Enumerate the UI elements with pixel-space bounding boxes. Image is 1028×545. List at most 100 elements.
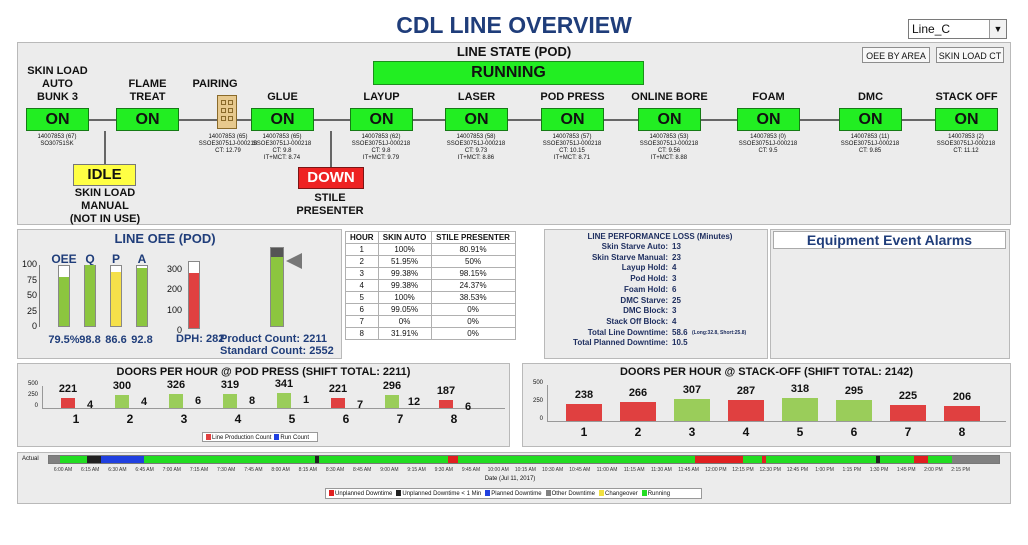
timeline-time: 7:00 AM [162,467,181,473]
oee-y-axis [39,265,40,327]
timeline-time: 9:30 AM [434,467,453,473]
table-cell: 100% [377,243,432,256]
chart-bar [331,398,345,408]
timeline-bar[interactable] [48,455,1000,464]
chart-bar-label: 300 [112,379,132,392]
timeline-segment[interactable] [761,456,767,463]
station-status[interactable]: ON [350,108,413,131]
table-row: 3 99.38% 98.15% [345,267,516,280]
station-status[interactable]: ON [26,108,89,131]
loss-value: 23 [672,252,681,262]
skin-load-ct-button[interactable]: SKIN LOAD CT [936,47,1004,63]
chart-bar-label: 319 [220,378,240,391]
dph-tick: 100 [166,304,182,315]
timeline-segment[interactable] [695,456,714,463]
timeline-segment[interactable] [766,456,876,463]
timeline-segment[interactable] [49,456,61,463]
table-cell: 5 [345,291,379,304]
timeline-segment[interactable] [714,456,743,463]
chart-x-tick: 7 [396,412,404,426]
table-cell: 80.91% [430,243,516,256]
timeline-segment[interactable] [315,456,319,463]
timeline-time: 2:00 PM [924,467,943,473]
stile-presenter-status[interactable]: DOWN [298,167,364,189]
station-status[interactable]: ON [251,108,314,131]
oee-bar-label: OEE [51,252,77,266]
station-info: 14007853 (58) SSOE30751J-000218 CT: 9.73 IT… [446,134,506,161]
loss-label: Skin Starve Auto: [601,242,668,251]
timeline-segment[interactable] [742,456,762,463]
oee-bar-value: 86.6 [105,334,127,346]
chart-bar [620,401,656,421]
chart-x-tick: 3 [688,425,696,439]
timeline-segment[interactable] [448,456,458,463]
door-icon[interactable] [217,95,237,129]
oee-bar-fill [137,268,147,326]
station-status[interactable]: ON [116,108,179,131]
timeline-segment[interactable] [951,456,999,463]
chart-bar-label: 296 [382,379,402,392]
line-connector [88,119,988,121]
stile-connector [330,131,332,168]
product-count-value: 2211 [303,333,327,345]
chevron-down-icon[interactable]: ▼ [989,20,1006,38]
chart-bar [836,399,872,421]
table-cell: 4 [345,279,379,292]
skin-load-manual-status[interactable]: IDLE [73,164,136,186]
oee-by-area-button[interactable]: OEE BY AREA [862,47,930,63]
legend-label: Run Count [280,435,310,441]
chart-bar [782,398,818,421]
timeline-segment[interactable] [927,456,952,463]
dph-readout: DPH: 282 [176,333,224,345]
legend-label: Other Downtime [551,491,595,497]
station-status[interactable]: ON [935,108,998,131]
station-label: LAYUP [363,91,400,103]
timeline-segment[interactable] [880,456,914,463]
chart-x-tick: 7 [904,425,912,439]
timeline-segment[interactable] [875,456,881,463]
timeline-segment[interactable] [913,456,928,463]
timeline-time: 11:00 AM [596,467,618,473]
oee-bar-fill [111,272,121,326]
timeline-time: 11:15 AM [623,467,645,473]
legend-label: Unplanned Downtime [335,491,393,497]
timeline-time: 8:15 AM [298,467,317,473]
product-count-label: Product Count: [220,333,301,345]
station-status[interactable]: ON [839,108,902,131]
oee-bar [136,265,148,327]
line-select[interactable]: Line_C ▼ [908,19,1007,39]
timeline-time: 12:45 PM [786,467,809,473]
pod-chart-legend: Line Production Count Run Count [202,432,318,442]
timeline-segment[interactable] [318,456,448,463]
timeline-segment[interactable] [144,456,315,463]
chart-bar-label: 206 [952,391,972,404]
table-row: 7 0% 0% [345,315,516,328]
legend-swatch [485,490,491,497]
timeline-segment[interactable] [115,456,144,463]
timeline-segment[interactable] [101,456,116,463]
chart-x-tick: 6 [342,412,350,426]
chart-y-tick: 500 [27,381,38,387]
dph-gauge-fill [189,273,199,328]
alarms-title: Equipment Event Alarms [773,231,1006,249]
chart-bar-label: 225 [898,389,918,402]
chart-bar [674,398,710,421]
station-status[interactable]: ON [445,108,508,131]
oee-bar-value: 98.8 [79,334,101,346]
station-status[interactable]: ON [541,108,604,131]
chart-x-tick: 5 [288,412,296,426]
station-status[interactable]: ON [638,108,701,131]
timeline-segment[interactable] [87,456,102,463]
timeline-time: 9:15 AM [407,467,426,473]
station-label: GLUE [267,91,298,103]
station-label: DMC [857,91,884,103]
station-info: 14007853 (0) SSOE30751J-000218 CT: 9.5 [738,134,798,154]
timeline-time: 7:45 AM [244,467,263,473]
station-status[interactable]: ON [737,108,800,131]
legend-swatch [545,490,551,497]
loss-label: Layup Hold: [621,263,668,273]
chart-bar-label: 287 [736,385,756,398]
chart-x-tick: 8 [958,425,966,439]
timeline-segment[interactable] [60,456,87,463]
timeline-segment[interactable] [457,456,695,463]
